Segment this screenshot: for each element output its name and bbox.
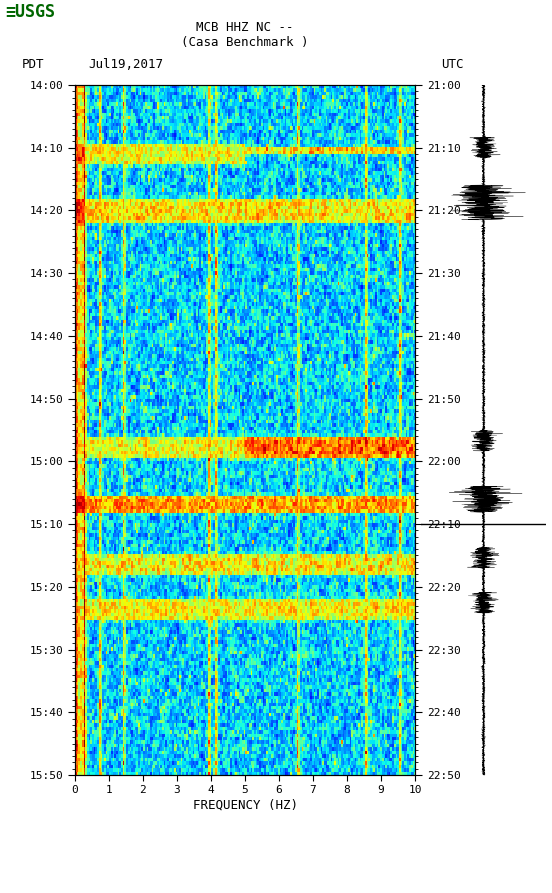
- X-axis label: FREQUENCY (HZ): FREQUENCY (HZ): [193, 798, 298, 811]
- Text: UTC: UTC: [442, 58, 464, 71]
- Text: Jul19,2017: Jul19,2017: [88, 58, 163, 71]
- Title: MCB HHZ NC --
(Casa Benchmark ): MCB HHZ NC -- (Casa Benchmark ): [181, 21, 309, 49]
- Text: PDT: PDT: [22, 58, 45, 71]
- Text: ≡USGS: ≡USGS: [6, 3, 56, 21]
